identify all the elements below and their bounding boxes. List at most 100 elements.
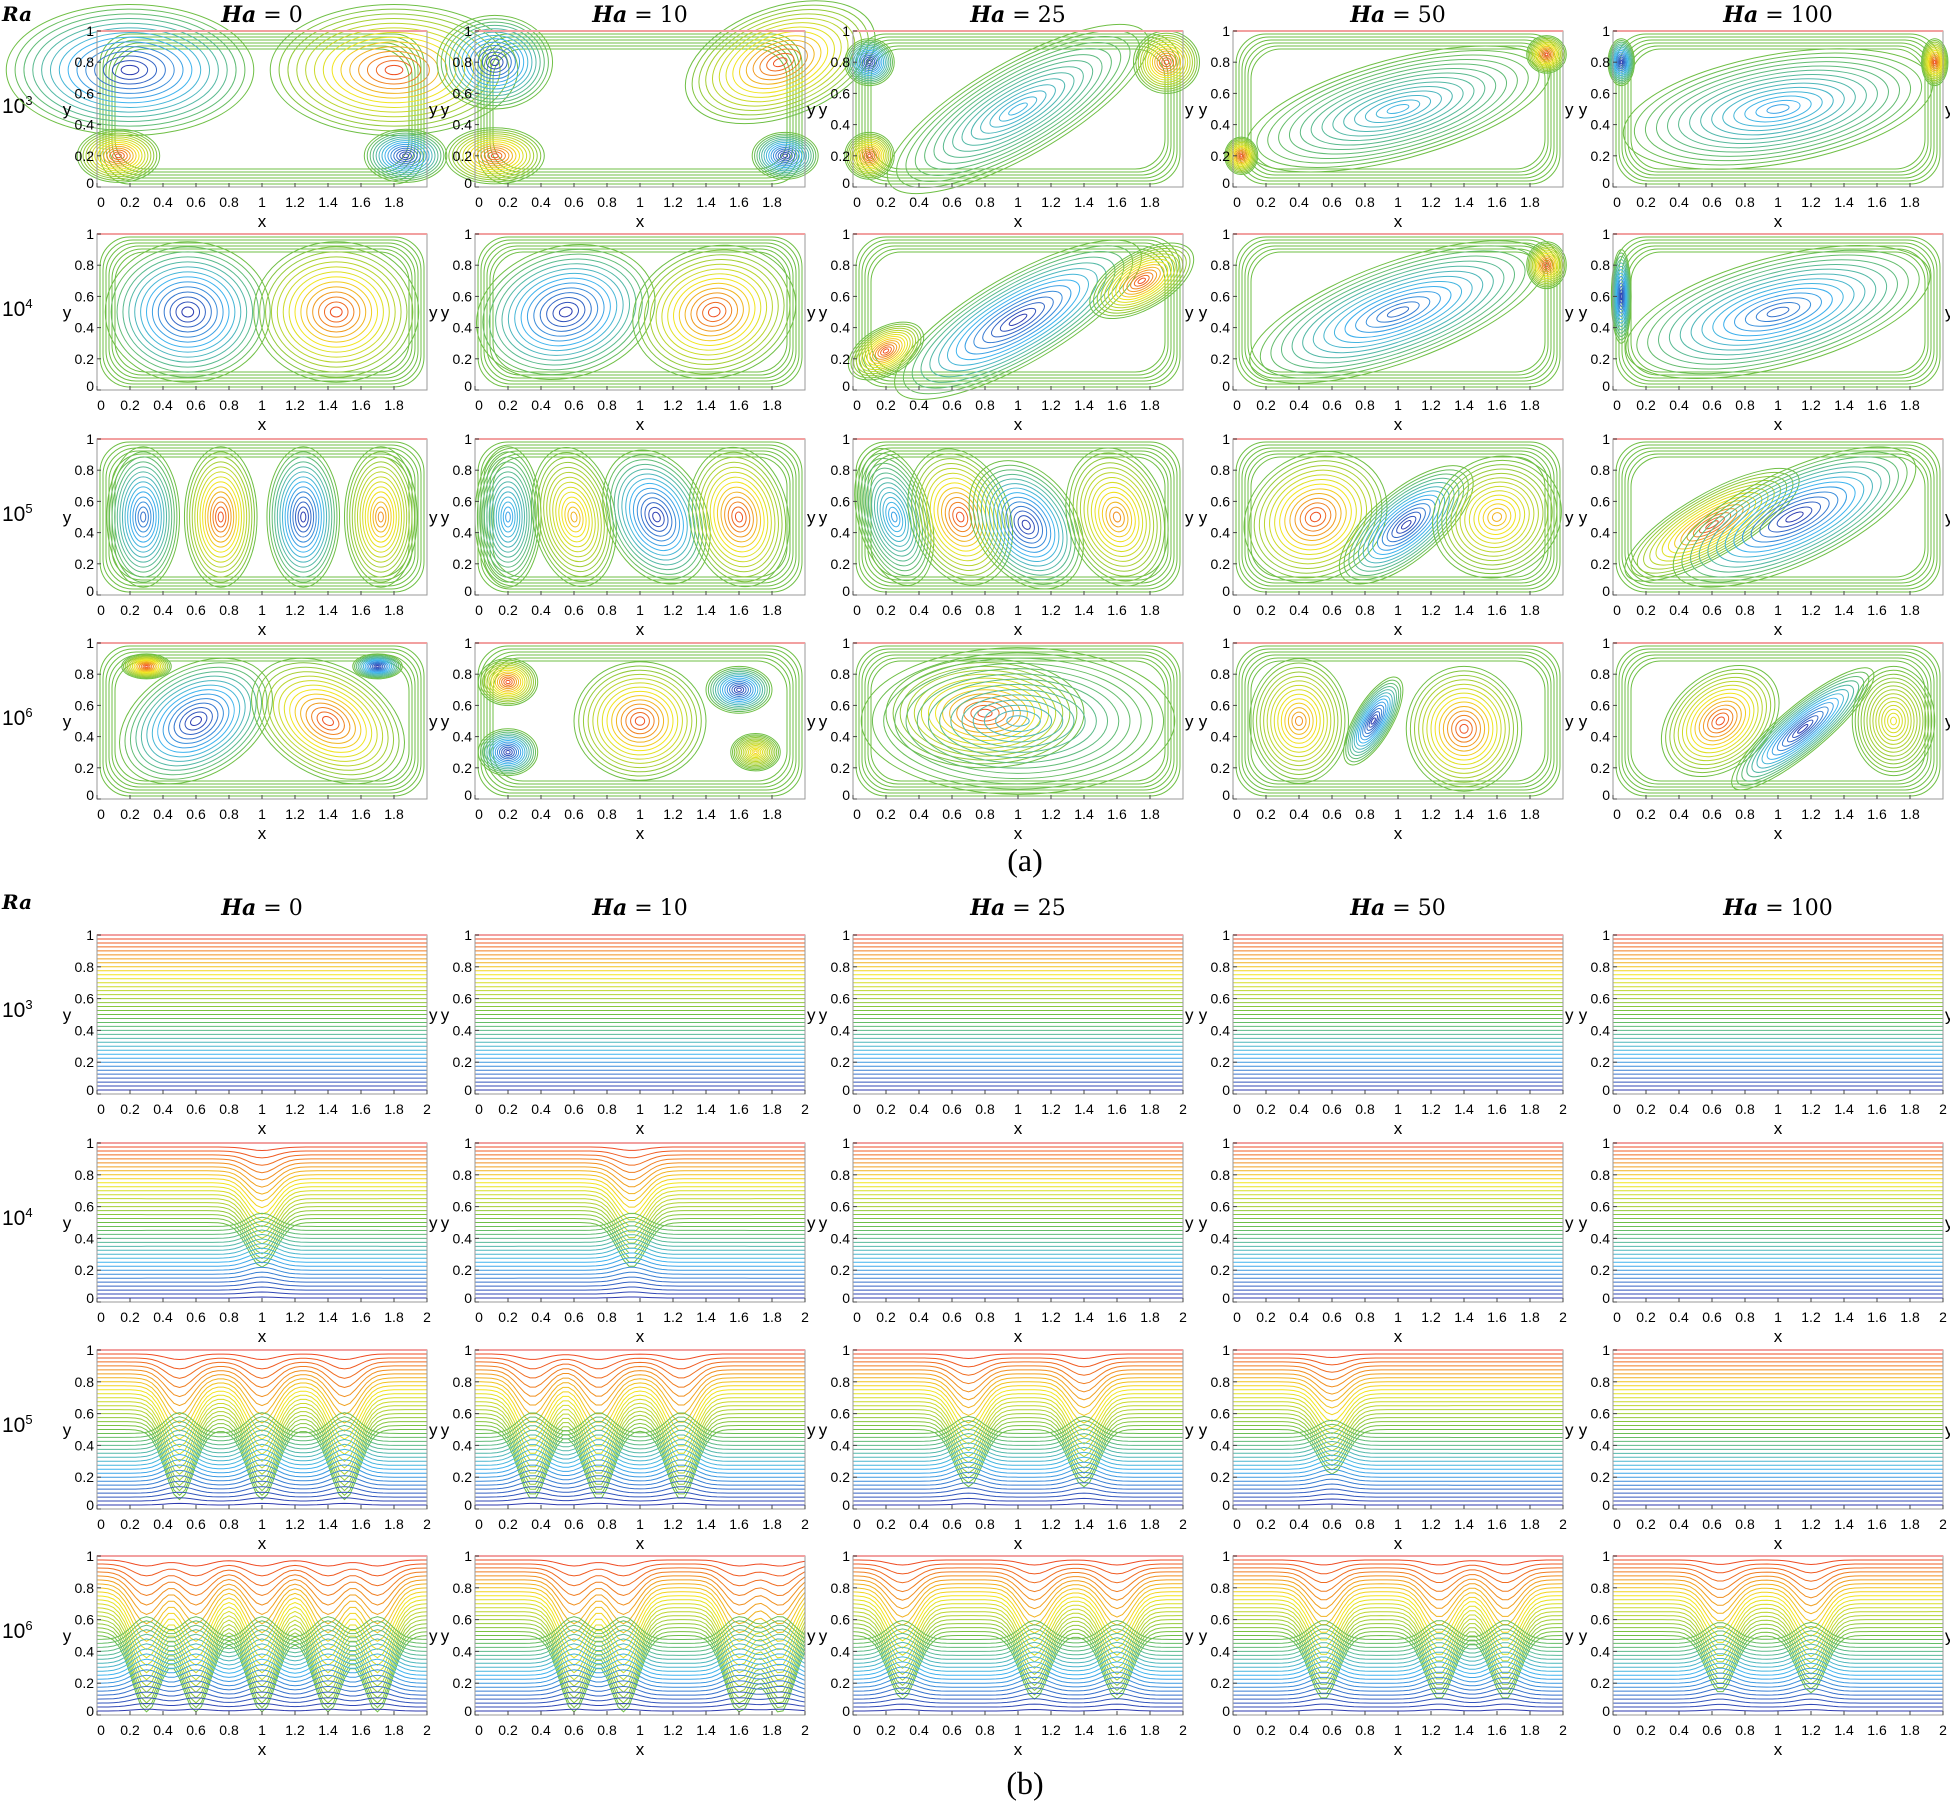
y-tick-label: 0.8 [75,54,95,70]
streamline [186,451,255,583]
streamline [1273,689,1325,753]
streamline [602,449,711,585]
streamline [961,72,1075,146]
streamline [1368,714,1378,728]
isotherm [1613,1657,1943,1672]
streamline [482,731,534,773]
streamline [888,506,901,528]
isotherm [475,1425,805,1446]
isotherm [97,1429,427,1501]
streamline [448,129,542,183]
streamline [1247,657,1549,785]
y-tick-label: 0 [86,1703,94,1719]
isotherm [97,1438,427,1458]
streamline [968,460,1084,590]
y-tick-label: 1 [1602,1135,1610,1151]
x-axis-label: x [636,1327,645,1346]
x-tick-label: 0.4 [1669,602,1689,618]
streamline [1430,692,1498,765]
streamline [758,136,812,175]
isotherms [1613,1142,1943,1303]
streamline-panel-ra3-ha1: 00.20.40.60.810 0.2 0.4 0.6 0.8 1 1.2 1.4 1.6 1.8… [441,635,816,843]
streamlines [5,3,519,185]
ha-eq: = [1005,3,1038,28]
x-tick-label: 0.6 [186,194,206,210]
streamline [496,673,520,691]
isotherm [1233,1692,1563,1700]
x-axis-label: x [1394,1327,1403,1346]
x-tick-label: 0.8 [975,602,995,618]
ha-value: 50 [1417,896,1446,921]
streamline [638,249,791,375]
streamline [644,502,669,532]
streamline [486,734,530,770]
isotherm [475,1373,805,1406]
y-tick-label: 0.4 [831,729,851,745]
streamline [283,684,373,758]
y-tick-label: 0 [842,583,850,599]
streamline [1226,139,1256,173]
y-axis-label: y [441,1006,450,1025]
y-axis-label-right: y [807,1421,816,1440]
streamline [1244,654,1552,788]
streamline [613,463,700,571]
x-tick-label: 1.4 [1834,1309,1854,1325]
x-tick-label: 2 [1179,1722,1187,1738]
streamline [1008,102,1028,116]
isotherm [853,1456,1183,1470]
streamline [1333,280,1463,344]
isotherm [475,1296,805,1299]
streamline [617,468,696,566]
x-tick-label: 0.8 [975,397,995,413]
streamline [1698,700,1742,742]
x-axis-label: x [258,415,267,434]
streamline [111,60,149,80]
y-tick-label: 0.4 [1211,1022,1231,1038]
y-tick-label: 0.4 [1211,729,1231,745]
streamline [356,471,405,563]
streamline [865,58,874,67]
streamline [495,491,521,543]
streamline [1270,684,1328,758]
streamline [1694,696,1746,746]
streamline [505,679,511,685]
y-tick-label: 0.8 [453,54,473,70]
x-tick-label: 0 [475,1722,483,1738]
streamline [1621,651,1935,791]
streamline [492,740,524,765]
isotherm [475,1234,805,1247]
x-tick-label: 1.6 [1487,1309,1507,1325]
y-tick-label: 0.6 [1211,85,1231,101]
isotherm [475,1357,805,1370]
y-tick-label: 0.4 [453,1230,473,1246]
x-tick-label: 1.8 [384,1101,404,1117]
streamline [465,38,525,87]
x-tick-label: 1 [636,194,644,210]
x-tick-label: 2 [1939,1309,1947,1325]
ha-symbol: Ha [592,895,628,921]
isotherm [1233,1361,1563,1373]
x-tick-label: 0.4 [1669,1309,1689,1325]
x-axis-label: x [258,1327,267,1346]
isotherm [475,1218,805,1263]
streamline [961,694,1075,748]
isotherm [853,1432,1183,1450]
isotherm [1233,1563,1563,1575]
streamline [384,142,427,170]
streamline [1537,254,1556,276]
x-tick-label: 1.2 [1041,1309,1061,1325]
ra-row-label: 106 [2,1618,33,1644]
streamline [727,501,751,533]
y-tick-label: 1 [464,927,472,943]
streamline [972,699,1064,743]
isotherm [1233,1624,1563,1644]
streamline [1616,275,1626,317]
y-axis-label-right: y [1565,1421,1574,1440]
streamline [5,3,255,137]
streamline [369,496,392,538]
streamline [123,654,170,679]
isotherm [475,1643,806,1664]
ha-symbol: Ha [1350,895,1386,921]
streamline [129,666,263,776]
streamline [861,39,1175,179]
